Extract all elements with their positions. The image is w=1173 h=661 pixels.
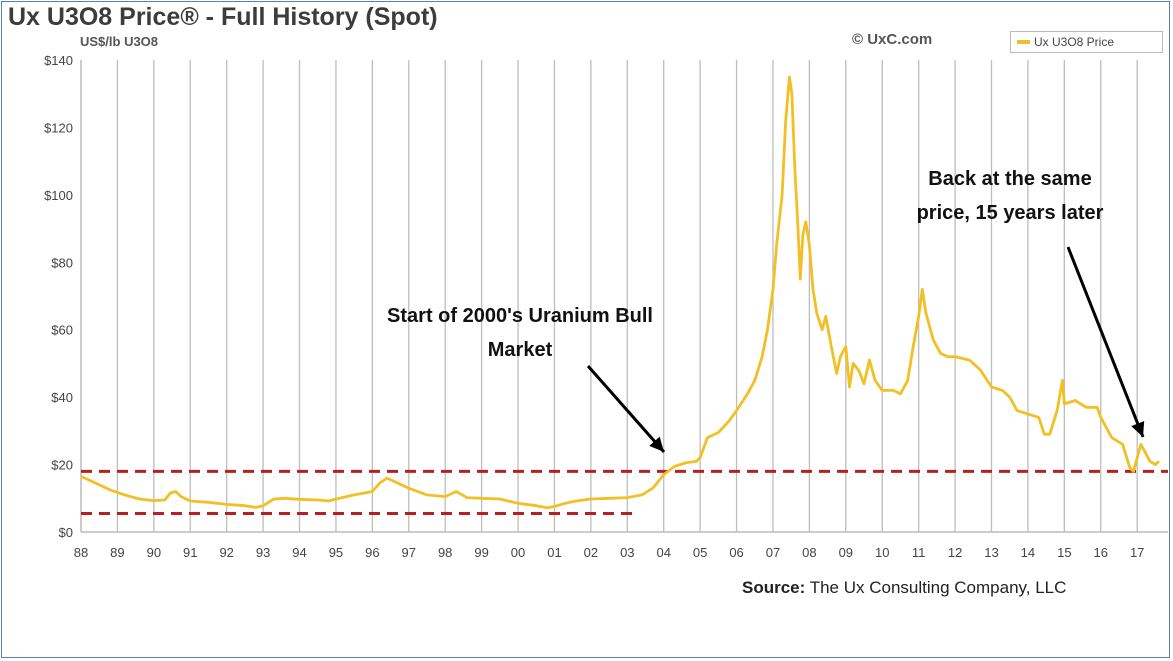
x-tick-label-96: 96 [365,545,379,560]
x-tick-label-95: 95 [329,545,343,560]
x-tick-label-14: 14 [1021,545,1035,560]
source-text: The Ux Consulting Company, LLC [809,578,1067,597]
y-tick-label-2: $40 [51,390,73,405]
annotation-same-line-1: Back at the same [928,168,1092,190]
chart-title: Ux U3O8 Price® - Full History (Spot) [8,3,438,31]
x-tick-label-08: 08 [802,545,816,560]
x-tick-label-90: 90 [147,545,161,560]
x-tick-label-16: 16 [1094,545,1108,560]
legend-swatch [1017,40,1030,44]
annotation-bull-line-1: Start of 2000's Uranium Bull [387,305,653,327]
x-tick-label-17: 17 [1130,545,1144,560]
y-tick-label-6: $120 [44,120,73,135]
x-tick-label-07: 07 [766,545,780,560]
annotation-arrow-bull-head [649,436,664,452]
x-tick-label-04: 04 [656,545,670,560]
x-tick-label-10: 10 [875,545,889,560]
x-tick-label-89: 89 [110,545,124,560]
annotation-arrow-same-head [1131,421,1145,437]
x-tick-label-13: 13 [984,545,998,560]
legend: Ux U3O8 Price [1010,31,1163,53]
annotation-arrow-same-shaft [1066,246,1145,438]
annotation-same-line-2: price, 15 years later [916,202,1104,224]
annotation-bull-market: Start of 2000's Uranium Bull Market [320,299,720,367]
y-tick-label-3: $60 [51,323,73,338]
y-tick-label-5: $100 [44,188,73,203]
source-label: Source: [742,578,806,597]
x-tick-label-00: 00 [511,545,525,560]
annotation-bull-line-2: Market [487,339,553,361]
x-tick-label-06: 06 [729,545,743,560]
x-tick-label-01: 01 [547,545,561,560]
x-tick-label-97: 97 [402,545,416,560]
y-tick-label-0: $0 [59,525,73,540]
x-tick-label-98: 98 [438,545,452,560]
x-tick-label-12: 12 [948,545,962,560]
x-tick-label-88: 88 [74,545,88,560]
legend-label: Ux U3O8 Price [1034,35,1115,49]
series-line-0 [80,75,1160,510]
annotation-same-price: Back at the same price, 15 years later [870,162,1150,230]
x-tick-label-05: 05 [693,545,707,560]
x-tick-label-94: 94 [292,545,306,560]
annotation-arrow-same [1066,246,1145,438]
x-tick-label-93: 93 [256,545,270,560]
y-axis-units: US$/lb U3O8 [80,34,159,49]
x-tick-label-15: 15 [1057,545,1071,560]
y-tick-label-1: $20 [51,458,73,473]
y-tick-label-4: $80 [51,255,73,270]
x-tick-label-03: 03 [620,545,634,560]
y-tick-label-7: $140 [44,53,73,68]
annotation-arrow-bull-shaft [586,365,666,453]
copyright-text: © UxC.com [852,31,933,48]
x-tick-label-02: 02 [584,545,598,560]
x-tick-label-11: 11 [912,545,926,560]
x-tick-label-99: 99 [474,545,488,560]
x-tick-label-91: 91 [183,545,197,560]
x-tick-label-92: 92 [219,545,233,560]
source-note: Source: The Ux Consulting Company, LLC [742,578,1066,598]
annotation-arrow-bull [586,365,666,453]
x-tick-label-09: 09 [839,545,853,560]
